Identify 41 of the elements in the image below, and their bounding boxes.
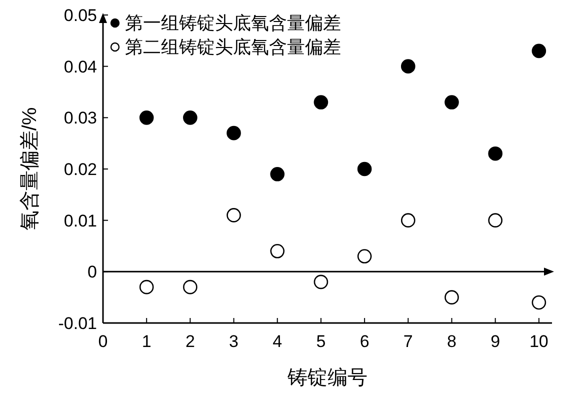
legend-label: 第二组铸锭头底氧含量偏差 — [125, 37, 341, 57]
point — [357, 162, 372, 176]
y-tick-label: -0.01 — [58, 314, 97, 333]
point — [314, 274, 328, 290]
x-axis-title: 铸锭编号 — [286, 367, 368, 389]
y-tick-label: 0.04 — [64, 57, 97, 76]
point — [357, 249, 372, 264]
point — [444, 290, 459, 304]
point — [183, 280, 198, 294]
point — [183, 110, 198, 125]
point — [488, 213, 502, 228]
point — [400, 59, 416, 74]
point — [400, 213, 416, 228]
point — [226, 126, 241, 140]
point — [444, 95, 459, 110]
point — [270, 244, 285, 258]
x-tick-label: 1 — [142, 332, 152, 351]
y-axis-title: 氧含量偏差/% — [19, 107, 41, 231]
x-tick-label: 8 — [447, 332, 456, 351]
x-tick-label: 2 — [185, 332, 195, 351]
x-tick-label: 9 — [490, 332, 500, 351]
y-tick-label: 0 — [88, 262, 97, 282]
point — [532, 44, 546, 58]
y-tick-label: 0.03 — [64, 108, 97, 128]
point — [314, 95, 328, 110]
point — [532, 295, 546, 310]
point — [270, 166, 285, 182]
x-tick-label: 10 — [529, 332, 548, 351]
point — [226, 208, 241, 222]
x-tick-label: 3 — [229, 332, 239, 351]
x-tick-label: 5 — [316, 332, 326, 351]
y-tick-label: 0.02 — [64, 160, 97, 179]
point — [488, 146, 502, 161]
y-tick-label: 0.01 — [64, 211, 97, 230]
y-tick-label: 0.05 — [64, 6, 97, 25]
x-tick-label: 4 — [272, 332, 282, 351]
point — [139, 280, 154, 294]
x-tick-label: 6 — [360, 332, 370, 351]
legend-label: 第一组铸锭头底氧含量偏差 — [125, 13, 341, 33]
point — [139, 110, 154, 125]
x-tick-label: 7 — [403, 332, 413, 351]
